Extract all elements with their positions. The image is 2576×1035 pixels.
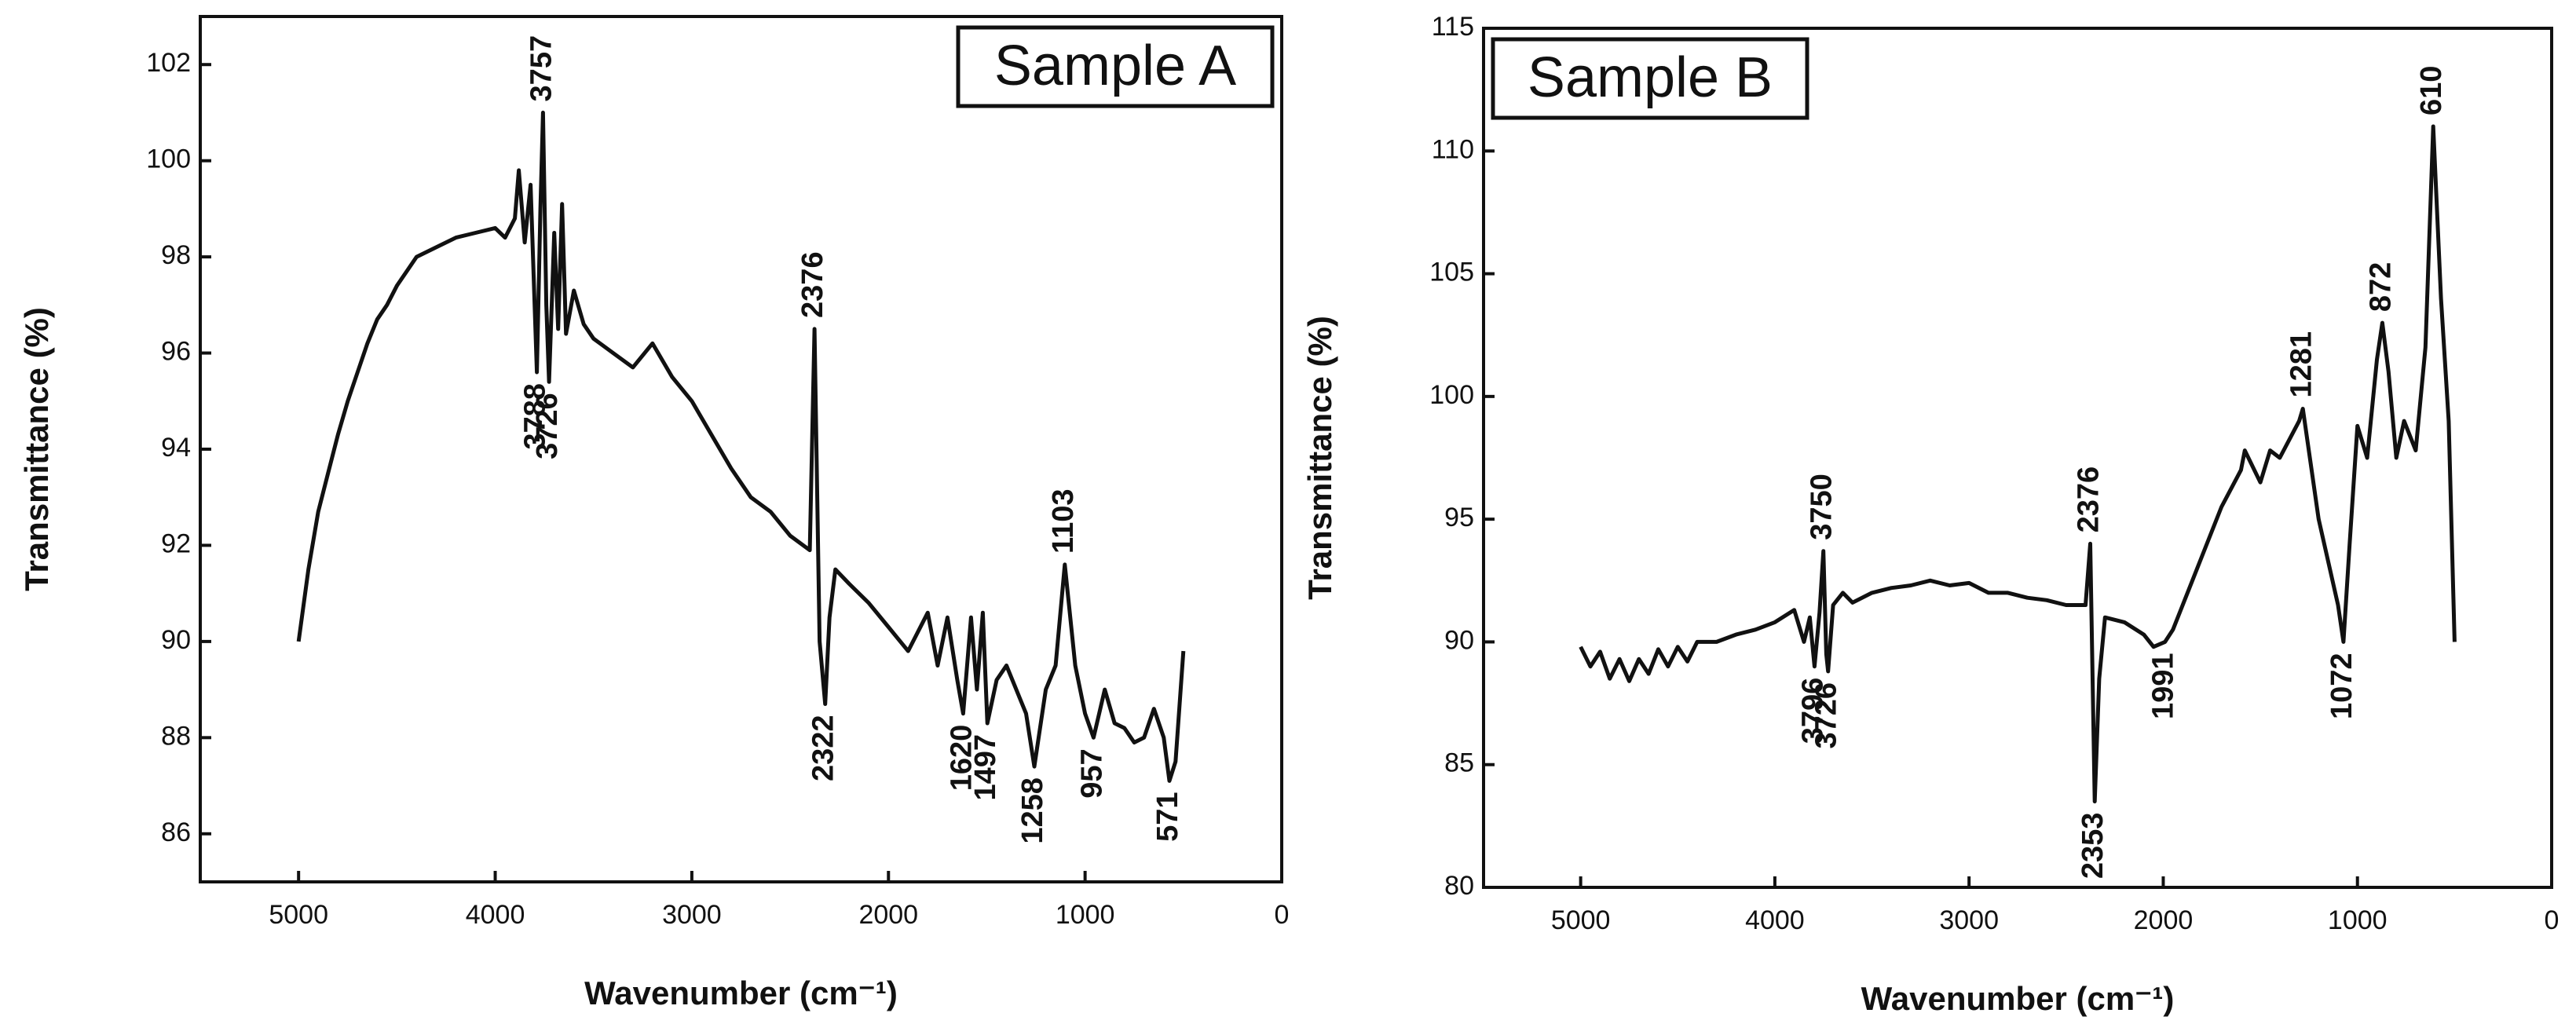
dip-label: 3726 bbox=[531, 393, 564, 459]
y-tick-label: 102 bbox=[146, 48, 191, 78]
peak-label: 872 bbox=[2364, 262, 2397, 312]
y-tick-label: 88 bbox=[161, 721, 191, 751]
x-tick-label: 3000 bbox=[1939, 905, 1999, 935]
x-tick-label: 1000 bbox=[1056, 900, 1115, 930]
x-tick-label: 2000 bbox=[2134, 905, 2194, 935]
x-tick-label: 0 bbox=[1275, 900, 1290, 930]
dip-label: 1620 bbox=[945, 725, 978, 792]
x-tick-label: 0 bbox=[2545, 905, 2560, 935]
dip-label: 3796 bbox=[1796, 678, 1829, 744]
y-tick-label: 96 bbox=[161, 337, 191, 367]
plot-frame bbox=[1482, 27, 2553, 889]
dip-label: 571 bbox=[1151, 792, 1184, 841]
peak-label: 610 bbox=[2415, 66, 2448, 115]
y-tick-label: 115 bbox=[1432, 12, 1474, 42]
x-tick-label: 1000 bbox=[2328, 905, 2388, 935]
y-tick-label: 100 bbox=[1429, 380, 1474, 410]
title-box bbox=[956, 25, 1275, 108]
y-tick-label: 100 bbox=[146, 144, 191, 174]
y-axis-label: Transmittance (%) bbox=[18, 307, 55, 591]
dip-label: 957 bbox=[1075, 748, 1108, 798]
chart: 5000 4000 3000 2000 1000 0 86 88 90 92 94 96 98 100 10… bbox=[18, 15, 1290, 1011]
peak-label: 3757 bbox=[525, 35, 558, 102]
y-tick-label: 110 bbox=[1432, 134, 1474, 164]
spectrum-line bbox=[296, 110, 1186, 783]
peak-label: 1103 bbox=[1047, 488, 1080, 553]
x-tick-label: 4000 bbox=[466, 900, 525, 930]
y-tick-label: 90 bbox=[1444, 625, 1474, 655]
y-tick-label: 94 bbox=[161, 433, 191, 463]
x-tick-label: 4000 bbox=[1745, 905, 1805, 935]
dip-label: 1497 bbox=[969, 734, 1002, 801]
y-tick-label: 80 bbox=[1444, 871, 1474, 901]
y-tick-label: 92 bbox=[161, 528, 191, 558]
x-axis-label: Wavenumber (cm⁻¹) bbox=[584, 975, 898, 1011]
x-tick-label: 5000 bbox=[1551, 905, 1611, 935]
dip-label: 2322 bbox=[807, 715, 840, 781]
peak-label: 1281 bbox=[2285, 331, 2318, 398]
chart-title: Sample A bbox=[994, 35, 1236, 97]
x-tick-label: 2000 bbox=[858, 900, 918, 930]
x-tick-label: 5000 bbox=[269, 900, 328, 930]
chart-title: Sample B bbox=[1528, 46, 1773, 109]
dip-label: 3788 bbox=[519, 383, 552, 450]
spectrum-line bbox=[1579, 124, 2457, 804]
y-tick-label: 85 bbox=[1444, 748, 1474, 778]
y-axis-label: Transmittance (%) bbox=[1301, 316, 1338, 600]
dip-label: 1258 bbox=[1016, 777, 1049, 844]
dip-label: 1072 bbox=[2325, 653, 2358, 719]
x-axis-label: Wavenumber (cm⁻¹) bbox=[1861, 980, 2175, 1017]
title-box bbox=[1491, 37, 1809, 120]
peak-label: 2376 bbox=[2073, 466, 2106, 533]
chart: 5000 4000 3000 2000 1000 0 80 85 90 95 100 105 110 11… bbox=[1301, 12, 2559, 1017]
x-tick-label: 3000 bbox=[662, 900, 722, 930]
dip-label: 1991 bbox=[2147, 653, 2180, 719]
plot-frame bbox=[199, 15, 1283, 883]
peak-label: 2376 bbox=[796, 251, 829, 318]
y-tick-label: 86 bbox=[161, 817, 191, 847]
y-tick-label: 95 bbox=[1444, 503, 1474, 532]
y-tick-label: 98 bbox=[161, 240, 191, 270]
y-tick-label: 105 bbox=[1429, 258, 1474, 287]
dip-label: 3726 bbox=[1810, 682, 1843, 749]
dip-label: 2353 bbox=[2077, 813, 2109, 880]
peak-label: 3750 bbox=[1806, 474, 1839, 540]
y-tick-label: 90 bbox=[161, 625, 191, 655]
